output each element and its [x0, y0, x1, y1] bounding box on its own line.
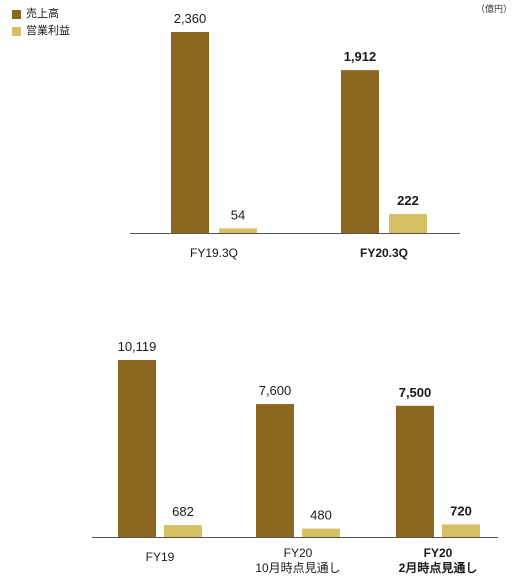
legend-swatch-sales — [12, 10, 21, 19]
chart1-value-label-sales: 1,912 — [344, 49, 377, 64]
chart2-category-label: FY19 — [146, 550, 175, 564]
legend-label-operating-profit: 営業利益 — [26, 25, 70, 37]
chart2-bar-sales — [118, 360, 156, 537]
chart2-value-label-sales: 7,500 — [399, 385, 432, 400]
chart2-category-label: FY20 — [284, 546, 313, 560]
chart1-value-label-operating-profit: 54 — [231, 207, 245, 222]
chart1-value-label-operating-profit: 222 — [397, 193, 419, 208]
legend-label-sales: 売上高 — [26, 8, 59, 20]
chart1-category-label: FY20.3Q — [360, 246, 408, 260]
legend: 売上高 営業利益 — [12, 6, 70, 40]
chart2-bar-sales — [256, 404, 294, 537]
legend-item-sales: 売上高 — [12, 6, 70, 23]
chart2-category-label: 10月時点見通し — [255, 561, 340, 575]
chart1-bar-sales — [341, 70, 379, 233]
legend-item-operating-profit: 営業利益 — [12, 23, 70, 40]
chart1-bar-operating-profit — [219, 228, 257, 233]
chart2-bar-operating-profit — [442, 524, 480, 537]
chart2-category-label: 2月時点見通し — [399, 560, 478, 575]
chart2-value-label-operating-profit: 720 — [450, 503, 472, 518]
chart2-category-label: FY20 — [424, 546, 453, 560]
chart2-value-label-operating-profit: 682 — [172, 504, 194, 519]
legend-swatch-operating-profit — [12, 27, 21, 36]
chart2-value-label-sales: 10,119 — [118, 339, 157, 354]
chart2-bar-operating-profit — [302, 528, 340, 537]
chart1-bar-operating-profit — [389, 214, 427, 233]
chart1-category-label: FY19.3Q — [190, 246, 238, 260]
chart2-value-label-sales: 7,600 — [259, 383, 292, 398]
chart2-value-label-operating-profit: 480 — [310, 508, 332, 523]
unit-label: （億円） — [475, 4, 512, 14]
chart1-bar-sales — [171, 32, 209, 233]
chart2-bar-sales — [396, 405, 434, 537]
chart1-value-label-sales: 2,360 — [174, 11, 207, 26]
chart2-bar-operating-profit — [164, 525, 202, 537]
